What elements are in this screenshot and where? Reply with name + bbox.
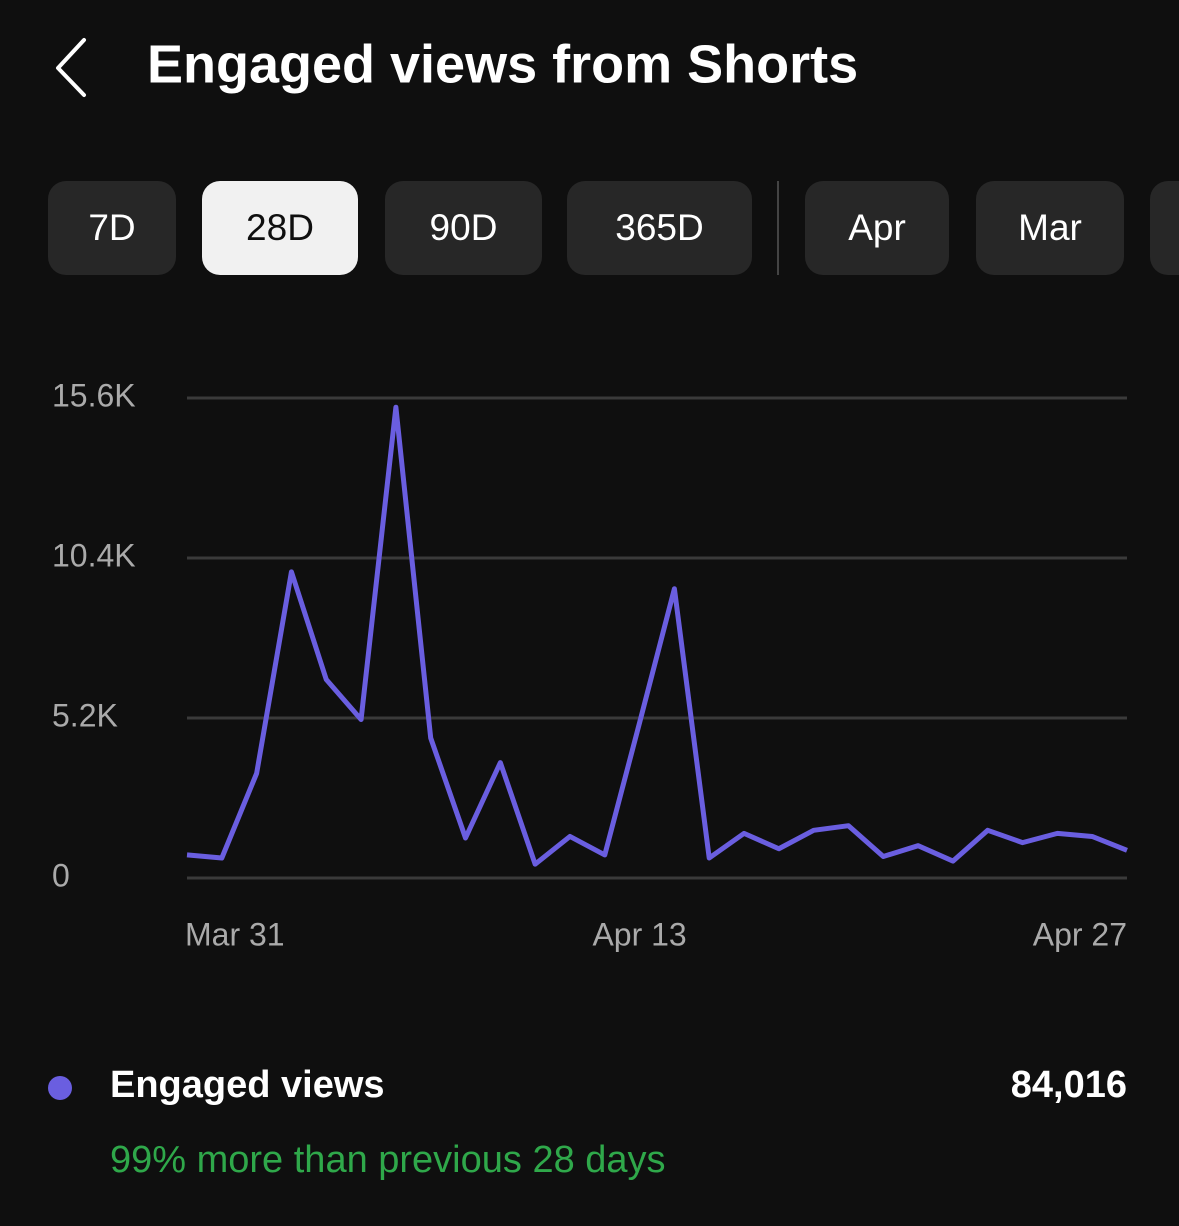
legend-label: Engaged views	[110, 1064, 385, 1106]
tab[interactable]	[976, 181, 1124, 275]
y-tick-label: 0	[52, 857, 70, 893]
tab[interactable]	[385, 181, 542, 275]
total-value: 84,016	[1011, 1064, 1127, 1106]
tab-label[interactable]: 28D	[246, 207, 314, 248]
page-title: Engaged views from Shorts	[147, 34, 858, 94]
tab-label[interactable]: Mar	[1018, 207, 1082, 248]
y-tick-label: 15.6K	[52, 377, 136, 413]
tab-partial[interactable]	[1150, 181, 1179, 275]
legend-dot	[48, 1076, 72, 1100]
tab-label[interactable]: 365D	[615, 207, 703, 248]
data-line	[186, 404, 1128, 867]
x-tick-label: Apr 27	[1033, 916, 1127, 952]
x-tick-label: Mar 31	[185, 916, 285, 952]
y-tick-label: 5.2K	[52, 697, 118, 733]
tab[interactable]	[202, 181, 358, 275]
tab[interactable]	[567, 181, 752, 275]
y-tick-label: 10.4K	[52, 537, 136, 573]
tab-label[interactable]: 7D	[88, 207, 135, 248]
tab-label[interactable]: Apr	[848, 207, 906, 248]
tab-label[interactable]: 90D	[430, 207, 498, 248]
x-tick-label: Apr 13	[592, 916, 686, 952]
back-button[interactable]	[56, 38, 86, 97]
tab[interactable]	[48, 181, 176, 275]
comparison-text: 99% more than previous 28 days	[110, 1139, 666, 1181]
tab[interactable]	[805, 181, 949, 275]
